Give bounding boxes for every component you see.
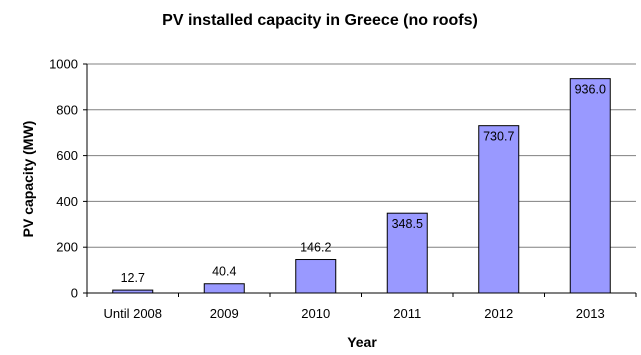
x-tick-label: Until 2008	[103, 306, 162, 321]
x-tick-label: 2012	[484, 306, 513, 321]
x-axis-title: Year	[347, 334, 377, 350]
data-label: 12.7	[121, 271, 145, 285]
y-tick-label: 600	[56, 148, 78, 163]
x-tick-label: 2009	[210, 306, 239, 321]
y-tick-label: 200	[56, 240, 78, 255]
plot-area: 0 200 400 600 800 1000 Until 2008 2009 2010 2011 2…	[49, 57, 637, 321]
bar	[203, 283, 245, 294]
data-label: 40.4	[212, 265, 236, 279]
x-tick-label: 2010	[301, 306, 330, 321]
chart-title: PV installed capacity in Greece (no roof…	[162, 12, 478, 29]
x-tick-label: 2013	[576, 306, 605, 321]
data-label: 146.2	[300, 241, 331, 255]
bar	[478, 125, 520, 294]
bar	[295, 259, 337, 294]
data-label: 936.0	[575, 83, 606, 97]
data-label: 348.5	[392, 217, 423, 231]
y-tick-label: 1000	[49, 57, 78, 72]
bar	[569, 78, 611, 294]
bar	[386, 212, 428, 294]
x-tick-label: 2011	[393, 306, 421, 321]
data-label: 730.7	[483, 130, 514, 144]
y-tick-label: 0	[71, 286, 78, 301]
y-tick-label: 800	[56, 102, 78, 117]
y-axis-title: PV capacity (MW)	[20, 121, 36, 238]
y-tick-label: 400	[56, 194, 78, 209]
